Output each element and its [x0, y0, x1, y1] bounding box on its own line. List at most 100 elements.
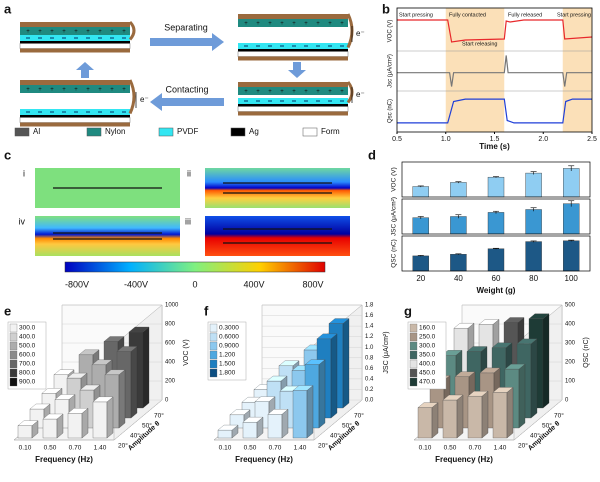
bar-top: [254, 396, 276, 402]
bar-top: [292, 385, 314, 391]
x-tick-label: 1.40: [94, 445, 107, 452]
charge-sign: +: [122, 29, 126, 35]
x-tick-label: 0.70: [469, 445, 482, 452]
legend-label: 400.0: [19, 334, 36, 341]
legend-label: 450.0: [419, 370, 436, 377]
bar: [525, 172, 542, 198]
z-tick-label: 200: [565, 360, 576, 366]
legend-label: 0.9000: [219, 343, 239, 350]
legend-label: Form: [321, 127, 340, 136]
charge-sign: +: [26, 29, 30, 35]
x-tick-label: 2.0: [538, 136, 548, 143]
bar-top: [304, 359, 326, 365]
y-tick-label: 50°: [342, 422, 352, 430]
bar-front: [242, 422, 258, 439]
z-tick-label: 0.8: [365, 355, 374, 361]
z-tick-label: 800: [165, 322, 176, 328]
bar-top: [104, 369, 126, 375]
legend-label: 800.0: [19, 370, 36, 377]
x-tick-label: 1.40: [494, 445, 507, 452]
charge-sign: +: [110, 87, 114, 93]
bar-top: [479, 367, 501, 374]
y-axis-label: VOC (V): [388, 20, 394, 43]
legend-swatch: [209, 323, 218, 333]
z-tick-label: 1.0: [365, 345, 374, 351]
ag-layer: [20, 41, 130, 44]
bar-side: [106, 396, 114, 439]
bar: [563, 240, 580, 272]
x-axis-label: Weight (g): [477, 286, 516, 295]
bar-top: [267, 409, 289, 415]
bar-top: [454, 371, 476, 377]
z-tick-label: 600: [165, 341, 176, 347]
charge-sign: +: [280, 89, 284, 95]
field-map: [35, 216, 180, 256]
plot-frame: [401, 161, 591, 198]
x-tick-label: 60: [492, 274, 501, 283]
x-tick-label: 0.10: [219, 445, 232, 452]
x-tick-label: 0.5: [392, 136, 402, 143]
bar-side: [318, 359, 326, 429]
bar-top: [328, 318, 350, 324]
bar-top: [528, 313, 550, 319]
y-tick-label: 20°: [518, 442, 528, 450]
y-axis-label: Qsc (nC): [388, 99, 394, 123]
bar-top: [42, 413, 64, 420]
legend-swatch: [409, 332, 418, 342]
z-tick-label: 1.6: [365, 313, 374, 319]
electron-label: e⁻: [356, 90, 365, 99]
panel-label: a: [4, 1, 12, 16]
bar: [487, 248, 505, 272]
legend-label: 500.0: [19, 343, 36, 350]
y-tick-label: 40°: [330, 432, 340, 440]
bar-top: [79, 384, 101, 391]
panel-label: d: [368, 147, 376, 162]
panel-label: e: [4, 303, 11, 318]
y-tick-label: 70°: [354, 412, 364, 420]
legend-swatch: [86, 127, 102, 137]
charge-sign: +: [110, 29, 114, 35]
bar-side: [330, 333, 338, 419]
bar-top: [128, 326, 150, 333]
bar-front: [217, 429, 233, 439]
legend-label: 160.0: [419, 325, 436, 332]
bar: [412, 255, 429, 272]
legend-label: 250.0: [419, 334, 436, 341]
charge-sign: +: [292, 89, 296, 95]
legend-swatch: [9, 377, 18, 387]
bar-top: [67, 408, 89, 414]
bar-side: [506, 387, 514, 439]
legend-label: 300.0: [419, 343, 436, 350]
step-label: Separating: [164, 22, 208, 32]
bar-side: [481, 390, 489, 439]
trace: [397, 19, 593, 43]
charge-sign: +: [86, 87, 90, 93]
electrode-top: [238, 82, 348, 87]
bar-side: [130, 346, 138, 419]
bar-side: [342, 318, 350, 409]
bar: [525, 241, 542, 272]
x-tick-label: 0.70: [269, 445, 282, 452]
charge-sign: +: [316, 21, 320, 27]
nylon-layer: [20, 27, 130, 35]
charge-sign: +: [38, 29, 42, 35]
charge-sign: +: [98, 29, 102, 35]
bar-side: [118, 369, 126, 429]
form-layer: [237, 106, 349, 112]
legend-swatch: [409, 350, 418, 360]
bar-front: [42, 418, 58, 439]
x-axis-label: Frequency (Hz): [35, 455, 93, 464]
bar-front: [92, 401, 108, 439]
bar-top: [41, 388, 63, 394]
field-map: [205, 168, 350, 208]
bar-top: [503, 317, 525, 323]
legend-swatch: [409, 341, 418, 351]
bar: [450, 216, 467, 235]
charge-sign: +: [280, 21, 284, 27]
annotation: Start releasing: [462, 41, 497, 47]
phase-band: [445, 8, 505, 132]
legend-swatch: [9, 368, 18, 378]
panel-label: g: [404, 303, 412, 318]
charge-sign: +: [38, 87, 42, 93]
legend-swatch: [209, 332, 218, 342]
